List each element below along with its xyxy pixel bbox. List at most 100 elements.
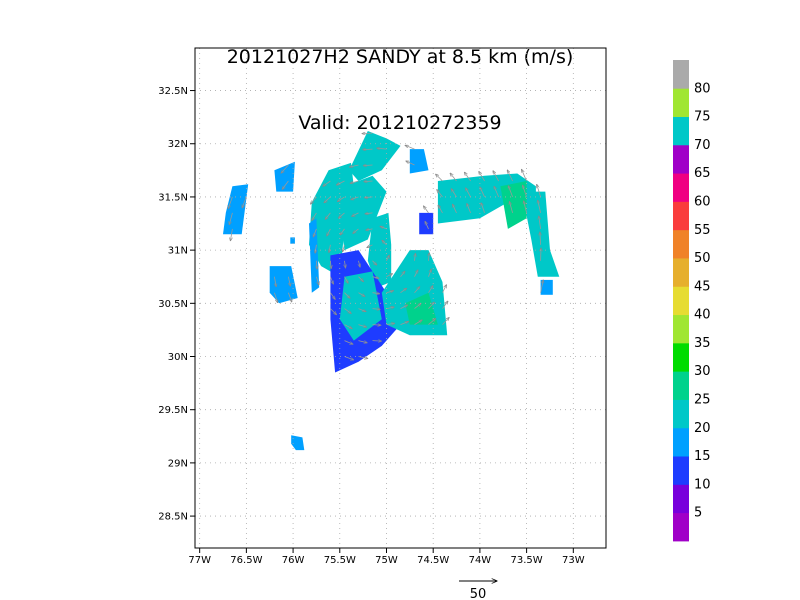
wind-vector [274,276,276,287]
wind-vector [339,212,345,218]
wind-vector [537,184,541,198]
grid-lines [195,48,606,548]
wind-vector [365,197,373,198]
wind-vector [343,244,345,252]
y-tick-label: 32.5N [158,86,188,97]
colorbar-segment [673,144,689,174]
colorbar-label: 55 [694,223,711,238]
region-core-west-high [309,162,354,277]
x-tick-label: 75.5W [324,555,356,566]
region-band-core [500,181,527,229]
wind-vector [508,186,513,198]
wind-vector [467,204,471,214]
wind-vector [316,276,319,285]
wind-vector [494,186,499,198]
wind-vector [344,324,353,329]
wind-vector [329,244,331,253]
wind-vector [415,253,416,261]
chart-title: 20121027H2 SANDY at 8.5 km (m/s) Valid: … [0,2,800,156]
wind-vector [464,172,471,182]
wind-vector [362,133,373,134]
region-ne-cell [409,149,429,174]
colorbar-segment [673,173,689,202]
wind-vector [288,276,290,287]
colorbar-segment [673,88,689,117]
wind-vector [330,260,331,269]
wind-vector [367,244,373,248]
colorbar-label: 80 [694,81,711,96]
colorbar-label: 40 [694,308,711,323]
wind-vector [438,205,443,214]
wind-vector [451,189,457,198]
wind-vector [507,170,513,182]
wind-vector [344,340,354,345]
wind-vector [344,276,349,284]
wind-vector [330,276,333,284]
colorbar-label: 65 [694,166,711,181]
wind-vector [480,187,485,198]
colorbar-label: 10 [694,477,711,492]
colorbar-label: 5 [694,506,702,521]
region-band-right [521,191,560,277]
title-line: 20121027H2 SANDY at 8.5 km (m/s) [226,46,574,68]
wind-vector [337,180,345,185]
y-tick-label: 31.5N [158,192,188,203]
wind-vector [386,274,393,278]
wind-vector [345,260,346,268]
colorbar-segment [673,371,689,400]
colorbar-segment [673,484,689,514]
x-tick-label: 75W [375,555,398,566]
colorbar-segment [673,258,689,287]
wind-vector [282,180,289,189]
region-far-west-cell [223,184,249,235]
wind-vector [436,174,443,182]
wind-vector [372,309,381,310]
region-core-east-high [367,212,392,288]
wind-vector [428,269,432,277]
wind-vector [428,319,436,325]
x-tick-label: 73.5W [511,555,543,566]
wind-vector [372,260,377,265]
wind-vector [372,293,380,294]
reference-label: 50 [470,587,487,600]
colorbar-segment [673,286,689,316]
wind-vector [481,203,485,214]
colorbar-segment [673,512,689,542]
colorbar-label: 75 [694,110,711,125]
x-tick-label: 76.5W [230,555,262,566]
colorbar-segment [673,342,689,372]
x-tick-label: 76W [282,555,305,566]
wind-vector [358,340,368,343]
wind-vector [228,196,233,209]
wind-vector [414,320,423,325]
wind-vector [350,180,359,183]
wind-vector [442,301,448,309]
colorbar-segment [673,116,689,146]
wind-vector [358,276,364,282]
wind-vector [344,356,354,360]
wind-vector [358,308,366,312]
wind-vector [372,341,382,342]
y-tick-label: 32N [168,139,188,150]
colorbar-segment [673,399,689,429]
region-nw-cell [274,161,295,192]
wind-vector [323,180,331,186]
vector-reference: 50 [459,581,497,600]
y-tick-label: 31N [168,246,188,257]
wind-vector [524,201,527,213]
colorbar-label: 25 [694,393,711,408]
colorbar-segment [673,229,689,259]
wind-vector [414,303,422,309]
colorbar-segment [673,314,689,344]
wind-vector [340,228,345,235]
wind-vector [330,292,335,300]
wind-vector [424,206,429,214]
wind-vector [406,161,415,166]
wind-vector [386,307,395,309]
region-core-north-high [349,131,401,181]
wind-vector [316,260,317,269]
x-axis: 77W 76.5W 76W 75.5W 75W 74.5W 74W 73.5W 73W [188,548,585,566]
colorbar-label: 20 [694,421,711,436]
wind-vector [242,196,247,208]
